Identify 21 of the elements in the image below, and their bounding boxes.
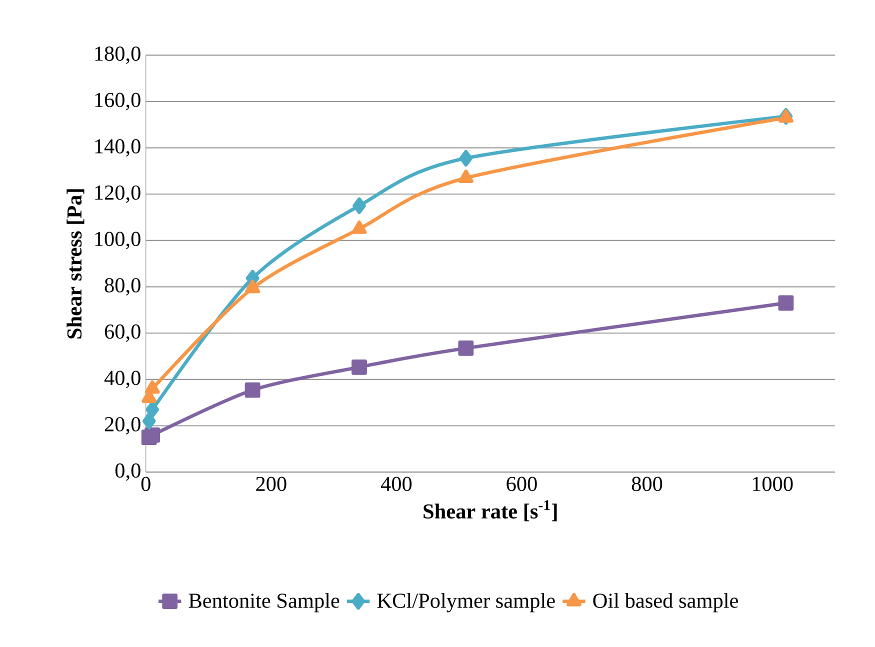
x-tick-label: 400 [380,476,412,492]
x-tick-label: 0 [141,476,150,492]
y-tick-label: 20,0 [104,417,140,434]
y-tick-label: 40,0 [104,370,140,388]
y-axis-title: Shear stress [Pa] [66,189,84,338]
x-tick-label: 600 [506,476,537,492]
y-tick-label: 60,0 [104,324,140,342]
y-tick-label: 180,0 [95,46,140,64]
y-tick-label: 120,0 [95,185,140,203]
y-tick-label: 100,0 [95,232,140,250]
x-axis-title: Shear rate [s$^{-1}$] [424,500,557,522]
y-tick-label: 0,0 [115,463,140,481]
x-tick-label: 200 [256,476,286,492]
legend-label: Bentonite Sample [188,592,340,612]
legend-label: Oil based sample [593,592,738,612]
legend-label: KCl/Polymer sample [377,592,555,612]
y-tick-label: 140,0 [95,139,140,156]
x-tick-label: 1000 [752,476,793,492]
x-tick-label: 800 [632,476,662,492]
y-tick-label: 80,0 [104,278,140,296]
y-tick-label: 160,0 [95,92,140,110]
